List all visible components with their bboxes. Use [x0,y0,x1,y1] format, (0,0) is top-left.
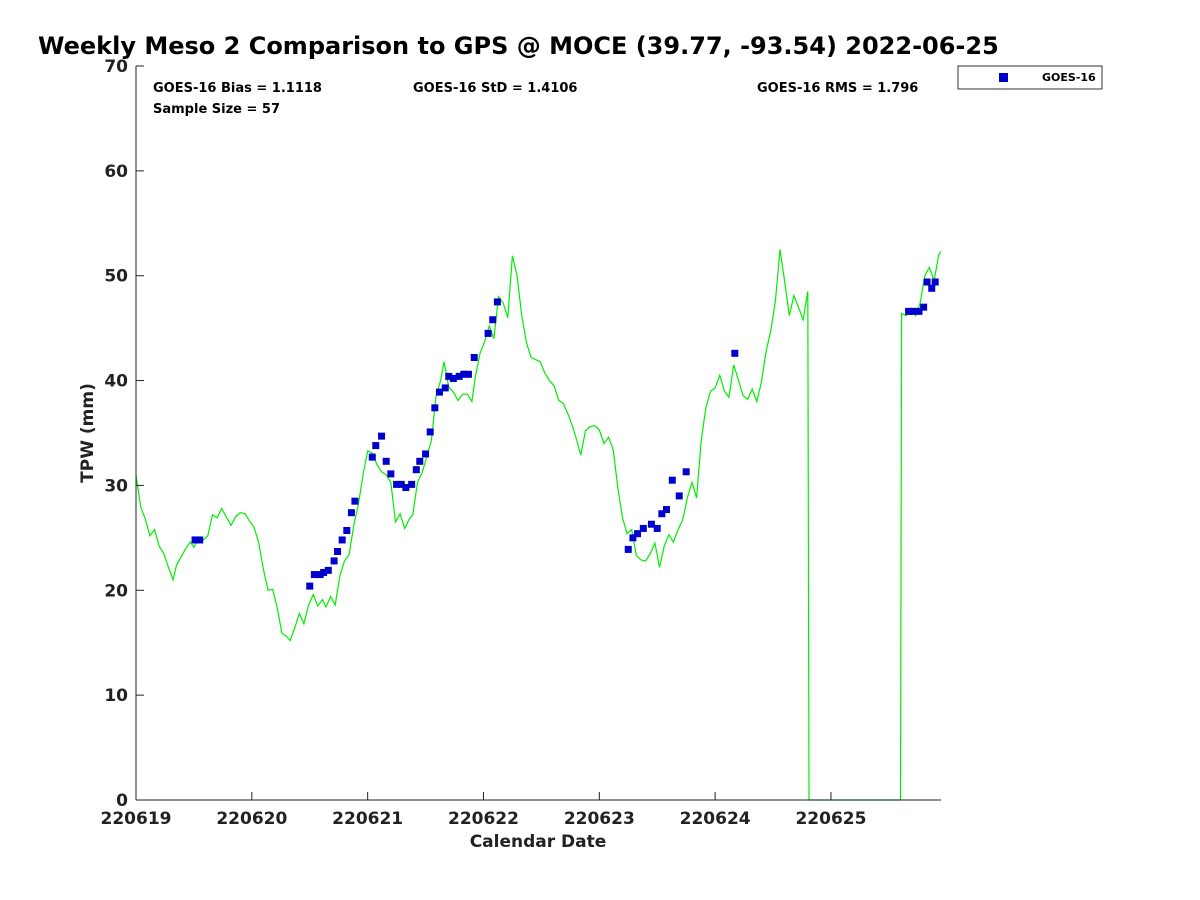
goes16-data-point [320,568,328,576]
goes16-data-point [668,476,676,484]
y-tick-label: 40 [104,372,128,392]
goes16-data-point [441,384,449,392]
legend-label-goes16: GOES-16 [1042,71,1096,84]
goes16-data-point [426,428,434,436]
goes16-data-point [372,442,380,450]
stat-bias: GOES-16 Bias = 1.1118 [153,81,322,96]
goes16-data-point [923,278,931,286]
goes16-data-point [191,536,199,544]
goes16-data-point [445,372,453,380]
goes16-data-point [928,284,936,292]
y-tick-label: 10 [104,686,128,706]
y-axis-ticks: 0 10 20 30 40 50 60 70 [104,57,144,811]
x-tick-label: 220623 [564,809,635,829]
goes16-data-point [422,450,430,458]
goes16-data-point [647,520,655,528]
goes16-data-point [455,372,463,380]
goes16-data-point [338,536,346,544]
goes16-data-point [368,453,376,461]
goes16-data-point [324,566,332,574]
y-tick-label: 50 [104,267,128,287]
goes16-data-point [378,432,386,440]
x-axis-ticks: 220619 220620 220621 220622 220623 220624 2206… [101,792,866,829]
goes16-data-point [634,530,642,538]
goes16-data-point [387,470,395,478]
goes16-data-point [489,316,497,324]
goes16-data-point [460,370,468,378]
goes16-data-point [915,307,923,315]
goes16-data-point [675,492,683,500]
goes16-data-point [639,524,647,532]
goes16-data-point [493,298,501,306]
x-tick-label: 220625 [795,809,866,829]
goes16-data-point [484,329,492,337]
plot-points [191,278,939,590]
goes16-data-point [310,571,318,579]
goes16-data-point [682,468,690,476]
legend-marker-goes16 [999,73,1008,82]
y-tick-label: 60 [104,162,128,182]
x-tick-label: 220619 [101,809,172,829]
stat-sample-size: Sample Size = 57 [153,102,280,117]
goes16-data-point [662,506,670,514]
goes16-data-point [351,497,359,505]
goes16-data-point [435,388,443,396]
goes16-data-point [330,557,338,565]
goes16-data-point [731,349,739,357]
x-tick-label: 220624 [680,809,751,829]
stat-rms: GOES-16 RMS = 1.796 [757,81,918,96]
x-axis-label: Calendar Date [470,832,607,852]
y-axis-label: TPW (mm) [78,383,98,483]
x-tick-label: 220620 [216,809,287,829]
goes16-data-point [449,374,457,382]
goes16-data-point [658,510,666,518]
x-tick-label: 220622 [448,809,519,829]
goes16-data-point [464,370,472,378]
x-tick-label: 220621 [332,809,403,829]
goes16-data-point [334,547,342,555]
goes16-data-point [402,484,410,492]
plot-frame [136,66,941,800]
goes16-data-point [431,404,439,412]
goes16-data-point [629,534,637,542]
goes16-data-point [382,457,390,465]
goes16-data-point [347,509,355,517]
stat-std: GOES-16 StD = 1.4106 [413,81,577,96]
goes16-data-point [412,466,420,474]
goes16-data-point [393,480,401,488]
chart-title: Weekly Meso 2 Comparison to GPS @ MOCE (… [38,32,999,60]
legend-box [957,65,1103,90]
y-tick-label: 70 [104,57,128,77]
goes16-data-point [470,354,478,362]
goes16-data-point [931,278,939,286]
goes16-data-point [905,307,913,315]
goes16-data-point [653,524,661,532]
goes16-data-point [397,480,405,488]
goes16-data-point [624,545,632,553]
goes16-data-point [909,307,917,315]
y-tick-label: 20 [104,581,128,601]
goes16-data-point [196,536,204,544]
goes16-data-point [416,457,424,465]
y-tick-label: 30 [104,476,128,496]
goes16-data-point [343,527,351,535]
goes16-data-point [306,582,314,590]
legend: GOES-16 [957,65,1103,90]
y-tick-label: 0 [116,791,128,811]
goes16-data-point [408,480,416,488]
goes16-data-point [920,303,928,311]
